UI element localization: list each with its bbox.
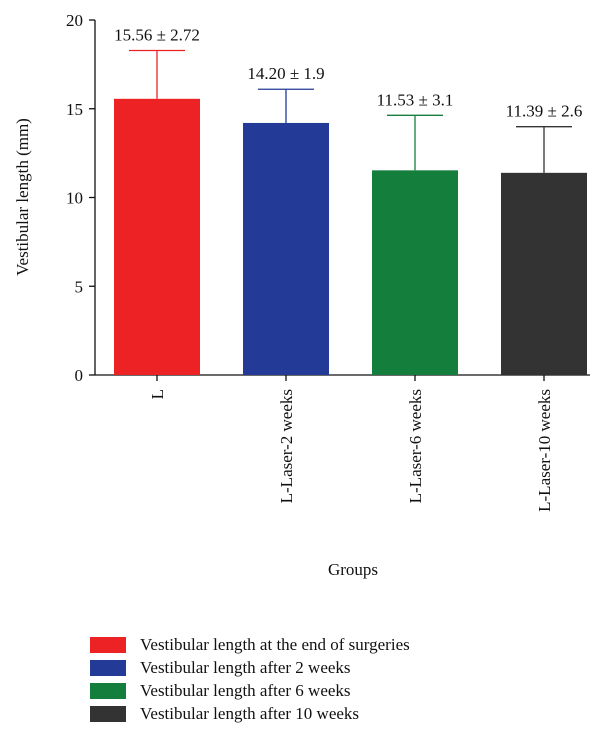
bar — [501, 172, 587, 375]
legend-item-6-weeks: Vestibular length after 6 weeks — [90, 679, 590, 702]
value-label: 11.39 ± 2.6 — [506, 102, 583, 121]
legend-item-10-weeks: Vestibular length after 10 weeks — [90, 702, 590, 725]
value-labels: 15.56 ± 2.72 14.20 ± 1.9 11.53 ± 3.1 11.39 … — [114, 26, 582, 121]
legend-swatch — [90, 659, 126, 676]
legend-label: Vestibular length after 6 weeks — [140, 680, 351, 700]
legend-item-surgery: Vestibular length at the end of surgerie… — [90, 633, 590, 656]
value-label: 14.20 ± 1.9 — [247, 64, 324, 83]
x-tick-label: L-Laser-6 weeks — [406, 389, 425, 503]
chart-legend: Vestibular length at the end of surgerie… — [90, 633, 590, 725]
bar — [114, 98, 200, 375]
y-tick-label: 10 — [66, 189, 83, 208]
value-label: 15.56 ± 2.72 — [114, 26, 200, 45]
y-tick-labels: 0 5 10 15 20 — [66, 11, 83, 385]
y-tick-label: 0 — [75, 366, 84, 385]
y-tick-label: 20 — [66, 11, 83, 30]
legend-item-2-weeks: Vestibular length after 2 weeks — [90, 656, 590, 679]
legend-swatch — [90, 682, 126, 699]
legend-swatch — [90, 705, 126, 722]
y-axis-label: Vestibular length (mm) — [13, 118, 32, 276]
legend-label: Vestibular length after 2 weeks — [140, 657, 351, 677]
bar-series — [114, 98, 587, 375]
x-tick-labels: L L-Laser-2 weeks L-Laser-6 weeks L-Laser-1… — [148, 389, 554, 512]
x-tick-label: L-Laser-10 weeks — [535, 389, 554, 512]
bar — [243, 122, 329, 375]
legend-label: Vestibular length after 10 weeks — [140, 703, 360, 723]
legend-swatch — [90, 636, 126, 653]
bar-chart: 15.56 ± 2.72 14.20 ± 1.9 11.53 ± 3.1 11.39 … — [13, 11, 590, 579]
x-tick-label: L-Laser-2 weeks — [277, 389, 296, 503]
error-bars — [129, 49, 572, 173]
value-label: 11.53 ± 3.1 — [377, 90, 454, 109]
y-tick-label: 5 — [75, 277, 84, 296]
legend-label: Vestibular length at the end of surgerie… — [140, 634, 410, 654]
bar — [372, 170, 458, 375]
y-tick-label: 15 — [66, 100, 83, 119]
x-axis-label: Groups — [328, 560, 378, 579]
x-tick-label: L — [148, 389, 167, 399]
